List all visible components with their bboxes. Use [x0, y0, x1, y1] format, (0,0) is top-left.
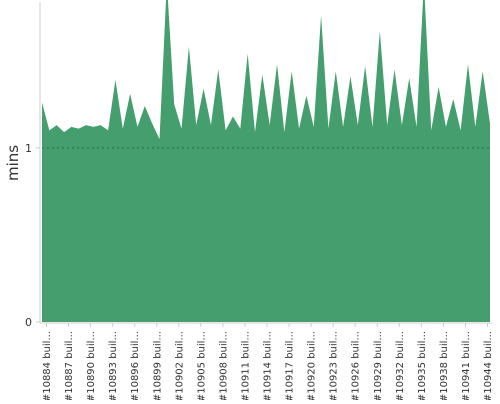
- x-tick-label: #10884 buil...: [42, 331, 53, 400]
- x-tick-layer: #10884 buil... #10887 buil... #10890 buil.…: [42, 323, 494, 400]
- y-tick-label: 1: [25, 142, 32, 155]
- x-tick-label: #10890 buil...: [86, 331, 97, 400]
- x-tick-label: #10941 buil...: [461, 331, 472, 400]
- x-tick-label: #10944 buil...: [483, 331, 494, 400]
- area-series: [42, 0, 490, 322]
- x-tick-label: #10938 buil...: [439, 331, 450, 400]
- x-tick-label: #10914 buil...: [263, 331, 274, 400]
- x-tick-label: #10893 buil...: [108, 331, 119, 400]
- x-tick-label: #10896 buil...: [130, 331, 141, 400]
- y-tick-layer: 01: [25, 142, 40, 329]
- x-tick-label: #10899 buil...: [152, 331, 163, 400]
- x-tick-label: #10911 buil...: [241, 331, 252, 400]
- x-tick-label: #10920 buil...: [307, 331, 318, 400]
- plot-area: [42, 0, 490, 322]
- x-tick-label: #10932 buil...: [395, 331, 406, 400]
- x-tick-label: #10902 buil...: [174, 331, 185, 400]
- x-tick-label: #10923 buil...: [329, 331, 340, 400]
- y-axis-label: mins: [4, 145, 22, 181]
- x-tick-label: #10917 buil...: [285, 331, 296, 400]
- x-tick-label: #10929 buil...: [373, 331, 384, 400]
- x-tick-label: #10887 buil...: [64, 331, 75, 400]
- y-tick-label: 0: [25, 316, 32, 329]
- x-tick-label: #10926 buil...: [351, 331, 362, 400]
- x-tick-label: #10935 buil...: [417, 331, 428, 400]
- x-tick-label: #10905 buil...: [196, 331, 207, 400]
- x-tick-label: #10908 buil...: [218, 331, 229, 400]
